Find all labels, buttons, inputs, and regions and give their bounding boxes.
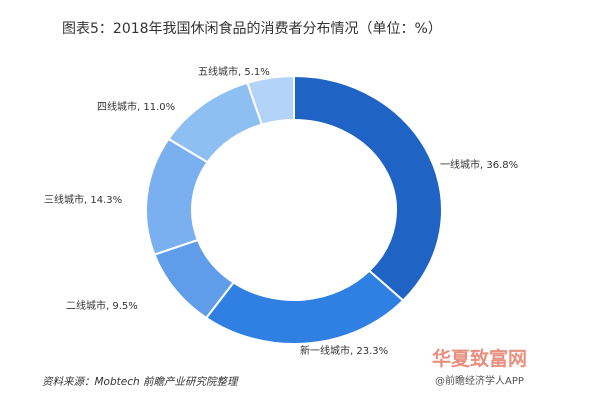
app-credit: @前瞻经济学人APP <box>435 376 524 387</box>
watermark-logo: 华夏致富网 <box>432 348 528 370</box>
source-note: 资料来源：Mobtech 前瞻产业研究院整理 <box>42 376 238 388</box>
label-tier1: 一线城市, 36.8% <box>440 160 519 171</box>
slice-new-tier1 <box>204 269 405 345</box>
slice-tier5 <box>246 74 295 126</box>
chart-title: 图表5：2018年我国休闲食品的消费者分布情况（单位：%） <box>62 21 442 37</box>
label-tier2: 二线城市, 9.5% <box>66 301 138 312</box>
label-tier5: 五线城市, 5.1% <box>198 67 270 78</box>
label-tier3: 三线城市, 14.3% <box>44 195 123 206</box>
label-new-tier1: 新一线城市, 23.3% <box>300 346 389 357</box>
slice-tier1 <box>293 74 443 302</box>
label-tier4: 四线城市, 11.0% <box>97 102 176 113</box>
